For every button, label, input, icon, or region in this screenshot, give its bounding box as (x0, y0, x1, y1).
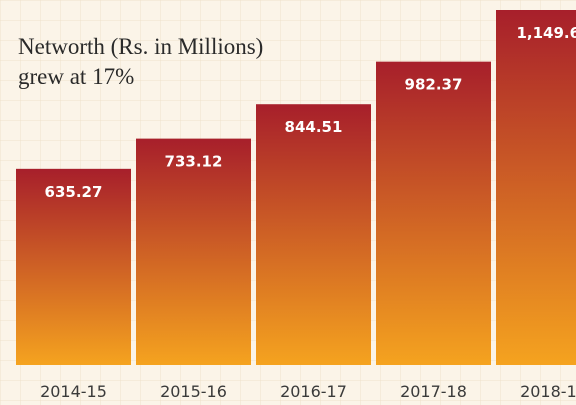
value-label: 982.37 (405, 76, 463, 94)
chart-subtitle: grew at 17% (18, 64, 134, 89)
bar (496, 10, 576, 365)
x-tick-label: 2017-18 (400, 382, 467, 401)
x-tick-label: 2016-17 (280, 382, 347, 401)
bar (256, 104, 371, 366)
value-label: 1,149.62 (516, 24, 576, 42)
x-tick-label: 2014-15 (40, 382, 107, 401)
value-label: 844.51 (285, 118, 343, 136)
chart-title: Networth (Rs. in Millions) (18, 34, 263, 59)
x-tick-label: 2015-16 (160, 382, 227, 401)
value-label: 635.27 (45, 183, 103, 201)
bar (376, 61, 491, 365)
bar (16, 168, 131, 365)
bar (136, 138, 251, 365)
value-label: 733.12 (165, 153, 223, 171)
x-tick-label: 2018-19 (520, 382, 576, 401)
